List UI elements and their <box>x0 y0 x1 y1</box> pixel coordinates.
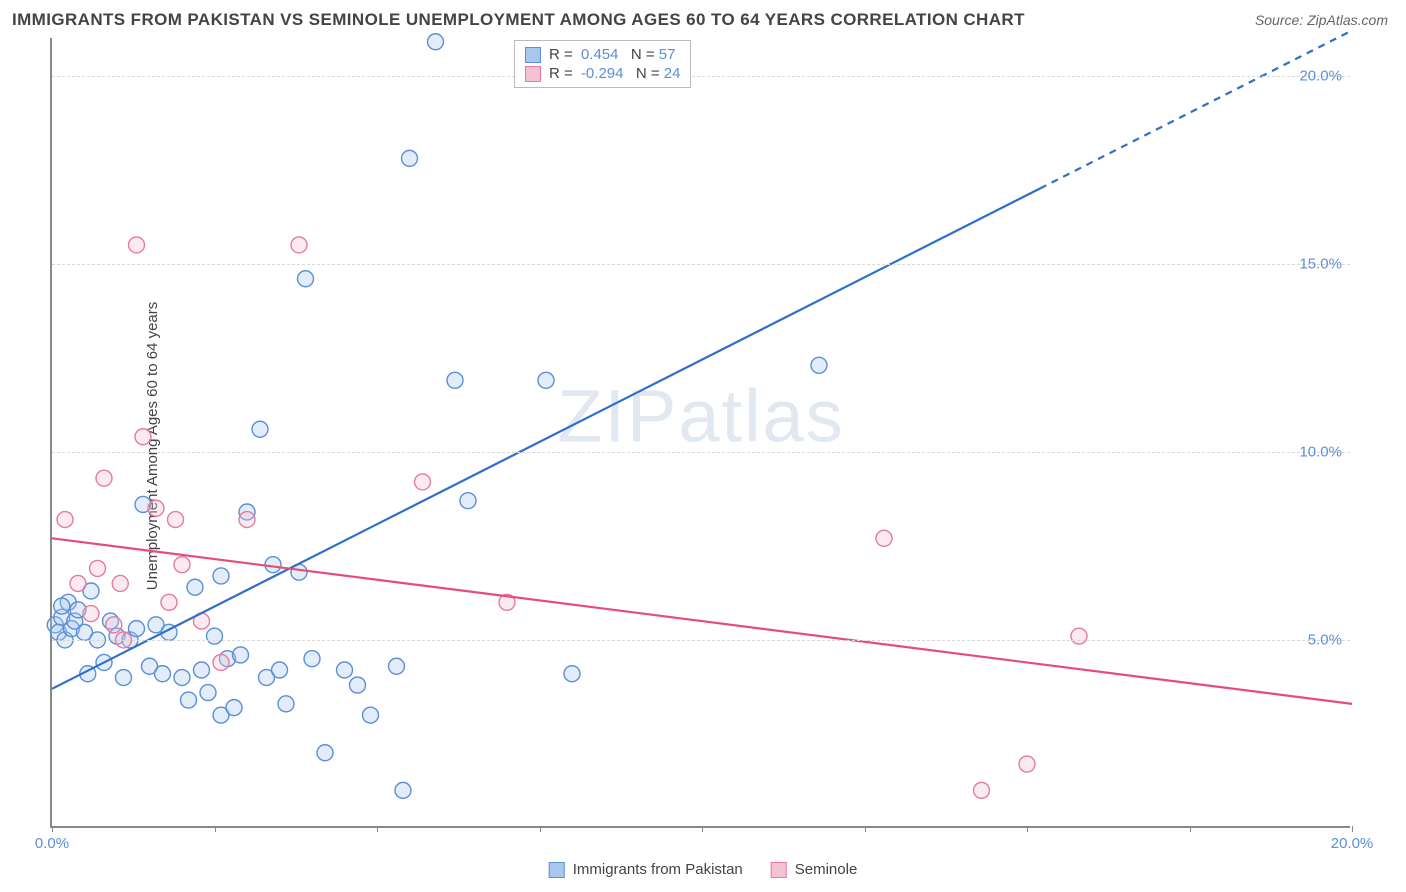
scatter-point <box>135 429 151 445</box>
scatter-point <box>252 421 268 437</box>
gridline <box>52 76 1350 77</box>
scatter-point <box>83 606 99 622</box>
scatter-point <box>811 357 827 373</box>
legend-swatch <box>771 862 787 878</box>
legend-series-label: Immigrants from Pakistan <box>573 861 743 878</box>
scatter-point <box>187 579 203 595</box>
x-tick <box>1190 826 1191 832</box>
x-tick-label: 0.0% <box>35 835 69 852</box>
scatter-point <box>90 560 106 576</box>
scatter-point <box>974 782 990 798</box>
source-attribution: Source: ZipAtlas.com <box>1255 12 1388 28</box>
legend-correlation: R = 0.454 N = 57 R = -0.294 N = 24 <box>514 40 691 88</box>
scatter-point <box>415 474 431 490</box>
plot-svg <box>52 38 1350 826</box>
x-tick <box>865 826 866 832</box>
y-tick-label: 20.0% <box>1299 67 1342 84</box>
legend-row: R = 0.454 N = 57 <box>525 45 680 64</box>
scatter-point <box>194 662 210 678</box>
scatter-point <box>350 677 366 693</box>
scatter-point <box>447 372 463 388</box>
scatter-point <box>129 621 145 637</box>
scatter-point <box>304 651 320 667</box>
scatter-point <box>233 647 249 663</box>
gridline <box>52 640 1350 641</box>
chart-title: IMMIGRANTS FROM PAKISTAN VS SEMINOLE UNE… <box>12 10 1025 30</box>
scatter-point <box>460 493 476 509</box>
x-tick <box>702 826 703 832</box>
x-tick <box>1027 826 1028 832</box>
scatter-point <box>363 707 379 723</box>
scatter-point <box>181 692 197 708</box>
scatter-point <box>1071 628 1087 644</box>
y-tick-label: 5.0% <box>1308 631 1342 648</box>
scatter-point <box>317 745 333 761</box>
legend-swatch <box>525 66 541 82</box>
scatter-point <box>337 662 353 678</box>
scatter-point <box>54 598 70 614</box>
scatter-point <box>200 685 216 701</box>
scatter-point <box>116 670 132 686</box>
scatter-point <box>96 470 112 486</box>
scatter-point <box>161 594 177 610</box>
scatter-point <box>207 628 223 644</box>
trend-line-dashed <box>1040 30 1352 188</box>
scatter-point <box>538 372 554 388</box>
scatter-point <box>428 34 444 50</box>
x-tick <box>1352 826 1353 832</box>
y-tick-label: 10.0% <box>1299 443 1342 460</box>
gridline <box>52 264 1350 265</box>
x-tick <box>377 826 378 832</box>
scatter-point <box>395 782 411 798</box>
scatter-point <box>155 666 171 682</box>
legend-series-item: Seminole <box>771 861 858 878</box>
scatter-point <box>129 237 145 253</box>
legend-row: R = -0.294 N = 24 <box>525 64 680 83</box>
scatter-point <box>213 568 229 584</box>
scatter-point <box>876 530 892 546</box>
scatter-point <box>564 666 580 682</box>
gridline <box>52 452 1350 453</box>
scatter-point <box>226 700 242 716</box>
legend-series-item: Immigrants from Pakistan <box>549 861 743 878</box>
scatter-point <box>1019 756 1035 772</box>
scatter-point <box>272 662 288 678</box>
scatter-point <box>148 500 164 516</box>
x-tick-label: 20.0% <box>1331 835 1374 852</box>
legend-swatch <box>525 47 541 63</box>
scatter-point <box>298 271 314 287</box>
scatter-point <box>174 557 190 573</box>
scatter-point <box>291 237 307 253</box>
chart-container: IMMIGRANTS FROM PAKISTAN VS SEMINOLE UNE… <box>0 0 1406 892</box>
y-tick-label: 15.0% <box>1299 255 1342 272</box>
scatter-point <box>278 696 294 712</box>
legend-swatch <box>549 862 565 878</box>
x-tick <box>540 826 541 832</box>
scatter-point <box>402 150 418 166</box>
x-tick <box>52 826 53 832</box>
scatter-point <box>70 575 86 591</box>
legend-r-n-text: R = 0.454 N = 57 <box>549 46 675 63</box>
scatter-point <box>174 670 190 686</box>
legend-bottom: Immigrants from Pakistan Seminole <box>549 861 858 878</box>
trend-line <box>52 538 1352 704</box>
scatter-point <box>112 575 128 591</box>
scatter-point <box>106 617 122 633</box>
scatter-point <box>213 654 229 670</box>
legend-r-n-text: R = -0.294 N = 24 <box>549 65 680 82</box>
x-tick <box>215 826 216 832</box>
scatter-point <box>389 658 405 674</box>
plot-area: ZIPatlas 5.0%10.0%15.0%20.0%0.0%20.0%R =… <box>50 38 1350 828</box>
scatter-point <box>57 512 73 528</box>
legend-series-label: Seminole <box>795 861 858 878</box>
scatter-point <box>168 512 184 528</box>
scatter-point <box>239 512 255 528</box>
